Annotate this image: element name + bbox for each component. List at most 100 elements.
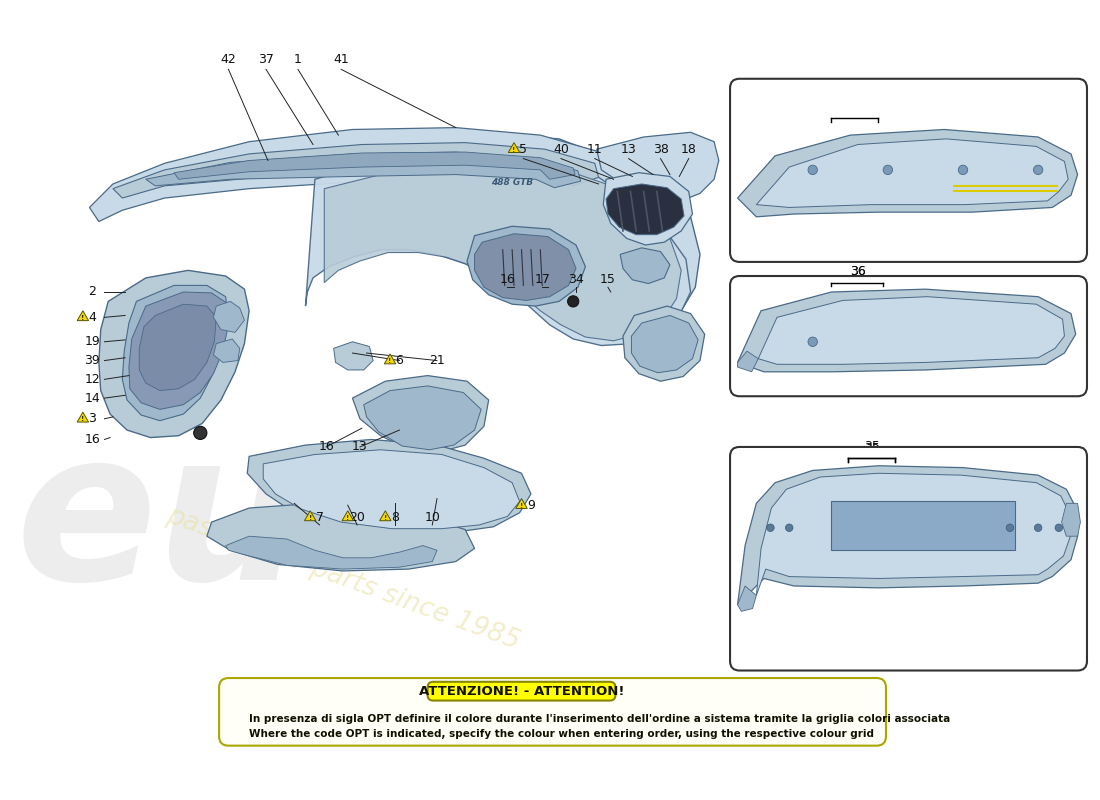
FancyBboxPatch shape: [219, 678, 886, 746]
Text: 37: 37: [258, 54, 274, 66]
Polygon shape: [384, 354, 396, 364]
Text: 10: 10: [425, 511, 440, 524]
Text: 40: 40: [553, 142, 569, 156]
Circle shape: [1034, 524, 1042, 531]
Text: In presenza di sigla OPT definire il colore durante l'inserimento dell'ordine a : In presenza di sigla OPT definire il col…: [249, 714, 950, 724]
Text: 23: 23: [825, 123, 842, 136]
Text: 29: 29: [737, 450, 754, 463]
Text: 28: 28: [927, 450, 943, 463]
Polygon shape: [474, 234, 576, 301]
Text: 4: 4: [88, 311, 96, 324]
Text: 16: 16: [85, 433, 100, 446]
Polygon shape: [99, 270, 249, 438]
Text: 12: 12: [85, 373, 100, 386]
FancyBboxPatch shape: [730, 276, 1087, 396]
Circle shape: [1006, 524, 1014, 531]
Circle shape: [808, 165, 817, 174]
Text: 16: 16: [318, 441, 334, 454]
Text: 2: 2: [88, 286, 96, 298]
Circle shape: [958, 165, 968, 174]
Text: 30: 30: [760, 450, 775, 463]
Text: 18: 18: [681, 142, 696, 156]
Text: 20: 20: [349, 511, 365, 524]
Text: passion for parts since 1985: passion for parts since 1985: [163, 502, 524, 654]
FancyBboxPatch shape: [730, 447, 1087, 670]
Text: 7: 7: [316, 511, 323, 524]
Polygon shape: [207, 503, 474, 571]
Text: 41: 41: [333, 54, 349, 66]
FancyBboxPatch shape: [730, 78, 1087, 262]
Text: 35: 35: [864, 441, 880, 454]
Polygon shape: [738, 351, 758, 372]
Text: 14: 14: [85, 392, 100, 405]
Text: 17: 17: [535, 274, 550, 286]
Polygon shape: [603, 173, 693, 245]
Polygon shape: [758, 297, 1065, 364]
Text: 23: 23: [825, 286, 842, 298]
Polygon shape: [333, 342, 373, 370]
Text: 27: 27: [954, 450, 969, 463]
Polygon shape: [738, 466, 1078, 605]
Text: 22: 22: [859, 123, 876, 136]
Polygon shape: [631, 315, 698, 373]
Text: 36: 36: [850, 265, 866, 278]
Text: 42: 42: [221, 54, 236, 66]
Polygon shape: [623, 306, 705, 382]
Text: 3: 3: [88, 412, 96, 426]
Polygon shape: [738, 289, 1076, 372]
Polygon shape: [129, 292, 229, 410]
Text: 9: 9: [527, 498, 535, 512]
Text: !: !: [309, 515, 311, 521]
Text: 16: 16: [499, 274, 515, 286]
Polygon shape: [213, 302, 244, 332]
Text: 6: 6: [396, 354, 404, 367]
Text: !: !: [346, 515, 350, 521]
Polygon shape: [306, 151, 691, 346]
Text: 13: 13: [352, 441, 367, 454]
Polygon shape: [122, 286, 229, 421]
Circle shape: [785, 524, 793, 531]
Text: 36: 36: [850, 265, 866, 278]
Polygon shape: [324, 163, 681, 341]
Text: 35: 35: [864, 442, 880, 455]
Polygon shape: [468, 226, 585, 306]
Polygon shape: [226, 536, 437, 569]
Polygon shape: [140, 304, 217, 390]
Polygon shape: [77, 310, 89, 321]
Text: 488 GTB: 488 GTB: [491, 178, 534, 186]
Circle shape: [767, 524, 774, 531]
Text: 15: 15: [600, 274, 616, 286]
Text: 33: 33: [1002, 215, 1018, 228]
Text: !: !: [520, 503, 524, 509]
Text: 11: 11: [587, 142, 603, 156]
Polygon shape: [379, 511, 392, 521]
Text: 33: 33: [946, 600, 961, 613]
Circle shape: [1033, 165, 1043, 174]
Text: 13: 13: [620, 142, 637, 156]
Polygon shape: [146, 152, 581, 188]
Polygon shape: [226, 714, 239, 725]
Text: 26: 26: [899, 450, 914, 463]
Polygon shape: [174, 152, 575, 179]
Text: 35: 35: [847, 101, 862, 114]
Text: ATTENZIONE! - ATTENTION!: ATTENZIONE! - ATTENTION!: [419, 685, 625, 698]
Circle shape: [1055, 524, 1063, 531]
Text: Passenger display: Passenger display: [847, 639, 967, 653]
Text: 38: 38: [652, 142, 669, 156]
Text: 24: 24: [1069, 450, 1086, 463]
Circle shape: [194, 426, 207, 439]
Text: 31: 31: [884, 600, 901, 613]
Polygon shape: [738, 130, 1078, 217]
Text: Display passeggero: Display passeggero: [834, 626, 980, 639]
FancyBboxPatch shape: [832, 502, 1014, 550]
Polygon shape: [508, 142, 519, 153]
Polygon shape: [757, 139, 1068, 207]
Polygon shape: [77, 412, 89, 422]
Text: 8: 8: [390, 511, 398, 524]
Polygon shape: [606, 184, 684, 234]
Polygon shape: [248, 439, 531, 534]
Circle shape: [808, 337, 817, 346]
Polygon shape: [352, 375, 488, 453]
Text: eu: eu: [15, 421, 305, 623]
Text: 22: 22: [872, 461, 888, 474]
